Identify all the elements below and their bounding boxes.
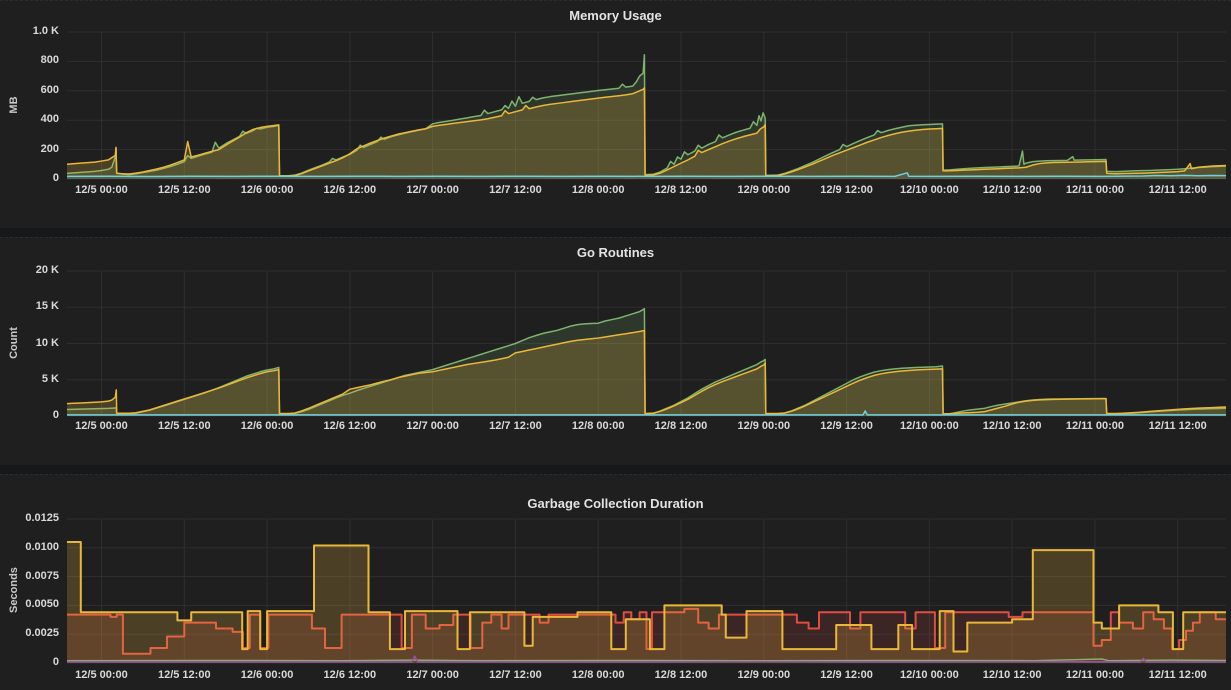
y-tick-label: 200 [40, 142, 59, 155]
panel-title-memory-usage[interactable]: Memory Usage [569, 8, 662, 23]
x-tick-label: 12/8 00:00 [571, 420, 625, 432]
x-tick-label: 12/10 12:00 [982, 420, 1042, 432]
x-tick-label: 12/8 12:00 [654, 184, 708, 196]
x-tick-label: 12/8 00:00 [571, 669, 625, 681]
x-tick-label: 12/5 00:00 [75, 184, 128, 196]
x-tick-label: 12/5 12:00 [157, 669, 211, 681]
y-tick-label: 0.0125 [25, 512, 59, 524]
x-tick-label: 12/5 12:00 [157, 420, 211, 432]
memory-usage-chart[interactable]: 0 200 400 600 800 1.0 K 12/5 00:00 12/5 12:00 12… [0, 1, 1231, 228]
x-tick-label: 12/6 12:00 [323, 420, 377, 432]
yellow-series-line [66, 87, 1227, 177]
green-series-line [66, 658, 1227, 662]
x-tick-label: 12/11 00:00 [1065, 420, 1124, 432]
y-tick-label: 20 K [35, 264, 59, 276]
y-tick-label: 800 [40, 54, 59, 67]
x-tick-label: 12/7 12:00 [489, 420, 542, 432]
panel-garbage-collection-duration: Garbage Collection Duration 0 0.0025 0.005… [0, 474, 1231, 690]
x-tick-label: 12/10 00:00 [899, 669, 959, 681]
panel-title-go-routines[interactable]: Go Routines [576, 245, 655, 260]
cyan-series-fill [67, 172, 1226, 179]
y-tick-label: 0 [52, 172, 59, 184]
x-tick-label: 12/8 00:00 [571, 184, 625, 196]
green-series-fill [67, 54, 1226, 179]
x-tick-label: 12/6 12:00 [323, 669, 377, 681]
chart-canvas [66, 31, 1227, 180]
yellow-series-line [67, 541, 1226, 653]
x-tick-label: 12/7 00:00 [406, 420, 459, 432]
x-tick-label: 12/9 00:00 [737, 669, 791, 681]
x-tick-label: 12/6 00:00 [240, 669, 294, 681]
x-tick-label: 12/6 00:00 [240, 184, 294, 196]
x-tick-label: 12/6 00:00 [240, 420, 294, 432]
y-tick-label: 15 K [35, 300, 59, 313]
garbage-collection-duration-chart[interactable]: 0 0.0025 0.0050 0.0075 0.0100 0.0125 12/5 00:0… [0, 475, 1231, 690]
y-tick-label: 0 [52, 656, 59, 668]
chart-canvas [66, 518, 1227, 664]
panel-title-garbage-collection-duration[interactable]: Garbage Collection Duration [527, 496, 704, 511]
y-tick-label: 600 [40, 83, 59, 96]
x-tick-label: 12/9 12:00 [820, 184, 873, 196]
x-tick-label: 12/9 00:00 [737, 420, 791, 432]
x-tick-label: 12/7 12:00 [489, 669, 542, 681]
green-series-fill [67, 308, 1226, 416]
yellow-series-fill [67, 87, 1226, 179]
x-tick-label: 12/8 12:00 [654, 420, 708, 432]
x-tick-label: 12/8 12:00 [654, 669, 708, 681]
panel-go-routines: Go Routines 0 5 K 10 K 15 K 20 K 12/5 00:00 12… [0, 237, 1231, 465]
x-tick-label: 12/9 12:00 [820, 669, 873, 681]
cyan-series-line [66, 172, 1227, 178]
y-tick-label: 0.0050 [25, 598, 59, 611]
x-tick-label: 12/5 12:00 [157, 184, 211, 196]
yellow-series-fill [67, 330, 1226, 416]
panel-memory-usage: Memory Usage 0 200 400 600 800 1.0 K 12/5 00:0… [0, 0, 1231, 228]
cyan-series-line [66, 410, 1226, 416]
x-tick-label: 12/7 12:00 [489, 184, 542, 196]
x-tick-label: 12/11 12:00 [1148, 420, 1207, 432]
x-tick-label: 12/5 00:00 [75, 420, 128, 432]
x-tick-label: 12/9 00:00 [737, 184, 791, 196]
yellow-series-line [66, 329, 1227, 415]
x-tick-label: 12/5 00:00 [75, 669, 128, 681]
green-series-line [66, 54, 1227, 177]
x-tick-label: 12/10 12:00 [982, 669, 1042, 681]
y-tick-label: 10 K [35, 336, 59, 349]
y-tick-label: 1.0 K [32, 25, 59, 37]
x-tick-label: 12/9 12:00 [820, 420, 873, 432]
y-axis-label: MB [8, 95, 20, 114]
y-tick-label: 0 [52, 409, 59, 421]
x-tick-label: 12/11 00:00 [1065, 184, 1124, 196]
x-tick-label: 12/7 00:00 [406, 669, 459, 681]
y-axis-label: Seconds [8, 567, 20, 613]
y-tick-label: 0.0100 [25, 540, 59, 553]
x-tick-label: 12/10 00:00 [899, 184, 959, 196]
chart-canvas [66, 270, 1227, 417]
go-routines-chart[interactable]: 0 5 K 10 K 15 K 20 K 12/5 00:00 12/5 12:00 12/6… [0, 238, 1231, 465]
grid-lines [67, 518, 1226, 664]
x-tick-label: 12/10 12:00 [982, 184, 1042, 196]
x-tick-label: 12/11 12:00 [1148, 669, 1207, 681]
x-tick-label: 12/11 12:00 [1148, 184, 1207, 196]
x-tick-label: 12/7 00:00 [406, 184, 459, 196]
y-axis-label: Count [8, 326, 20, 359]
y-tick-label: 0.0025 [25, 627, 59, 640]
x-tick-label: 12/6 12:00 [323, 184, 377, 196]
y-tick-label: 0.0075 [25, 569, 59, 582]
purple-series-line [67, 655, 1226, 663]
x-tick-label: 12/10 00:00 [899, 420, 959, 432]
y-tick-label: 400 [40, 113, 59, 126]
yellow-series-fill [67, 542, 1226, 663]
x-tick-label: 12/11 00:00 [1065, 669, 1124, 681]
y-tick-label: 5 K [41, 372, 59, 385]
